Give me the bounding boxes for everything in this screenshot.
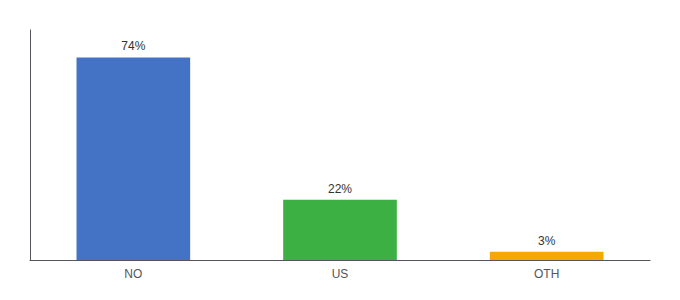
svg-text:22%: 22% [328, 182, 352, 196]
svg-text:3%: 3% [538, 234, 556, 248]
svg-text:74%: 74% [121, 39, 145, 53]
svg-text:OTH: OTH [534, 267, 559, 281]
svg-text:US: US [332, 267, 349, 281]
svg-text:NO: NO [124, 267, 142, 281]
